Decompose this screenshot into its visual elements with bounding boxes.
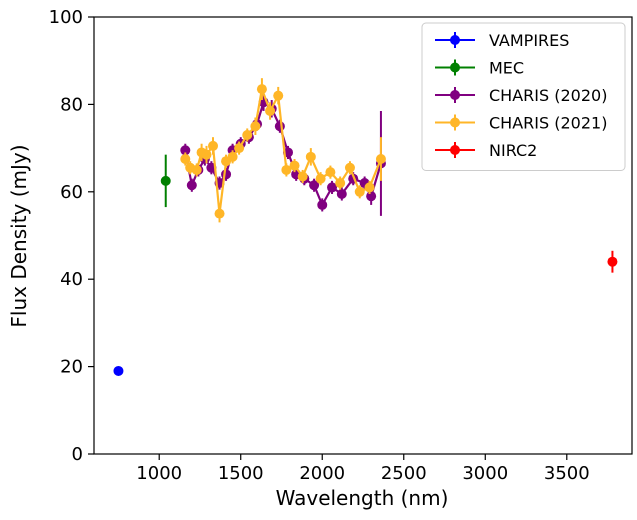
legend-item: VAMPIRES (435, 31, 569, 50)
data-point (234, 143, 245, 154)
data-point (201, 149, 212, 160)
legend-point-marker (450, 145, 460, 155)
legend-item: CHARIS (2020) (435, 86, 607, 105)
data-marks (113, 78, 618, 376)
y-axis-label: Flux Density (mJy) (7, 144, 31, 327)
series-vampires (113, 365, 124, 376)
legend-item: CHARIS (2021) (435, 114, 607, 133)
series-mec (160, 154, 171, 208)
data-point (366, 191, 377, 202)
series-line (184, 84, 382, 214)
legend-point-marker (450, 35, 460, 45)
data-point (242, 129, 253, 140)
data-point (214, 208, 225, 219)
data-point (305, 151, 316, 162)
x-tick-label: 2500 (381, 463, 427, 484)
data-point (265, 105, 276, 116)
data-point (250, 121, 261, 132)
series-charis-2021 (180, 78, 386, 223)
y-tick-label: 100 (49, 7, 83, 28)
data-point (297, 171, 308, 182)
legend-point-marker (450, 90, 460, 100)
data-point (274, 121, 285, 132)
data-point (281, 164, 292, 175)
data-point (186, 180, 197, 191)
data-point (309, 180, 320, 191)
data-point (273, 90, 284, 101)
x-axis-label: Wavelength (nm) (276, 486, 449, 510)
legend-label: NIRC2 (489, 141, 537, 160)
data-point (160, 175, 171, 186)
data-point (113, 365, 124, 376)
data-point (354, 186, 365, 197)
data-point (315, 173, 326, 184)
legend-label: MEC (489, 59, 524, 78)
legend-label: CHARIS (2021) (489, 114, 607, 133)
y-tick-label: 60 (60, 182, 83, 203)
y-tick-label: 20 (60, 357, 83, 378)
x-tick-label: 1000 (136, 463, 182, 484)
legend-item: NIRC2 (435, 141, 537, 160)
legend-point-marker (450, 117, 460, 128)
data-point (317, 199, 328, 210)
data-point (289, 160, 300, 171)
data-point (325, 167, 336, 178)
legend-label: CHARIS (2020) (489, 86, 607, 105)
x-tick-label: 3000 (462, 463, 508, 484)
data-point (221, 169, 232, 180)
data-point (208, 140, 219, 151)
x-tick-label: 2000 (299, 463, 345, 484)
legend-point-marker (450, 62, 460, 73)
data-point (364, 182, 375, 193)
data-point (344, 162, 355, 173)
axes: 1000 1500 2000 2500 3000 3500 0 20 40 60 80 100 (49, 7, 633, 484)
data-point (375, 154, 386, 165)
data-point (180, 154, 191, 165)
data-point (256, 84, 267, 95)
data-point (227, 151, 238, 162)
x-tick-label: 3500 (544, 463, 590, 484)
y-tick-label: 80 (60, 94, 83, 115)
legend-label: VAMPIRES (489, 31, 569, 50)
legend-box (421, 22, 626, 171)
data-point (607, 256, 618, 267)
plot-frame (93, 16, 633, 455)
data-point (191, 164, 202, 175)
y-tick-label: 40 (60, 269, 83, 290)
data-point (335, 178, 346, 189)
data-point (336, 188, 347, 199)
series-nirc2 (607, 250, 618, 273)
y-tick-label: 0 (72, 444, 83, 465)
data-point (327, 182, 338, 193)
x-tick-label: 1500 (218, 463, 264, 484)
legend: VAMPIRES MEC CHARIS (2020) CHARIS (2021) NIR… (421, 22, 626, 171)
legend-item: MEC (435, 59, 524, 78)
data-point (180, 145, 191, 156)
